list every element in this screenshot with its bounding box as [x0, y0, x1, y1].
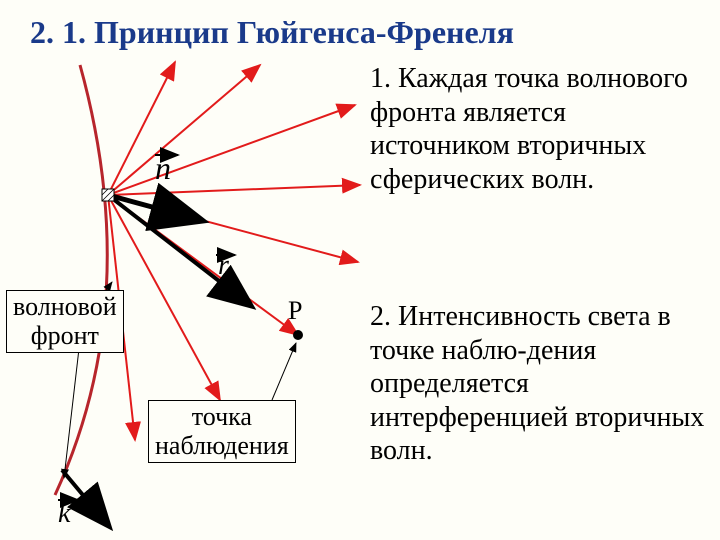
wavefront-label: волновой фронт [6, 290, 124, 353]
observation-label: точка наблюдения [148, 400, 296, 463]
observation-callout [272, 343, 296, 400]
wavefront-curve [55, 65, 107, 495]
diagram-svg [0, 0, 720, 540]
source-point [102, 189, 114, 201]
n-label: n [155, 150, 171, 187]
p-label: P [288, 296, 302, 326]
r-label: r [218, 250, 229, 282]
k-label: k [58, 498, 70, 530]
observation-point [293, 330, 303, 340]
rays-group [108, 62, 360, 440]
